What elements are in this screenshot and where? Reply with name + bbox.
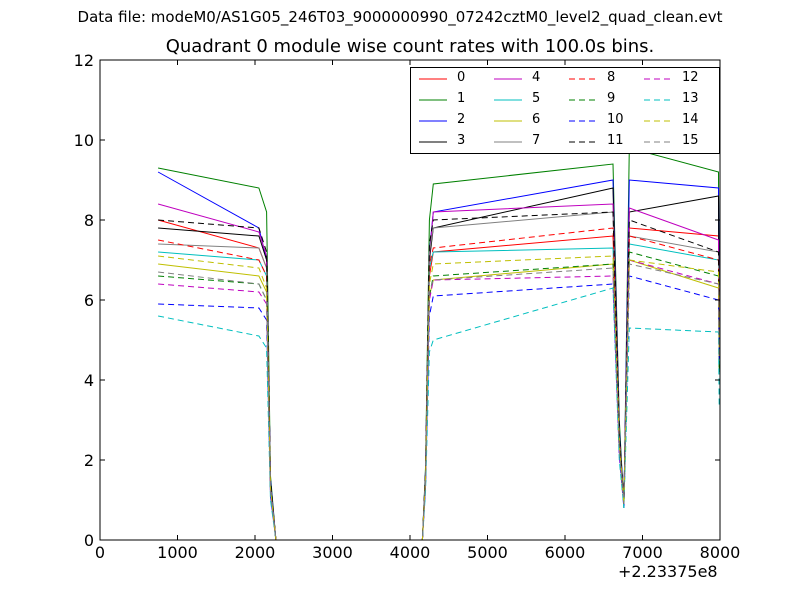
y-tick-label: 10 — [74, 131, 94, 150]
series-line-11 — [158, 211, 720, 541]
legend-label: 4 — [532, 70, 541, 85]
legend-swatch — [569, 141, 597, 143]
series-line-15 — [158, 263, 720, 541]
legend: 0 1 2 3 4 5 6 7 8 9 10 11 12 13 14 15 — [410, 67, 720, 154]
tick-layer: 0 1000 2000 3000 4000 5000 6000 7000 80000246810… — [74, 51, 741, 562]
y-tick-label: 12 — [74, 51, 94, 70]
series-line-5 — [158, 243, 720, 541]
series-line-12 — [158, 259, 720, 541]
legend-label: 3 — [457, 133, 466, 148]
legend-swatch — [419, 99, 447, 101]
legend-swatch — [494, 78, 522, 80]
legend-label: 2 — [457, 112, 466, 127]
legend-label: 11 — [607, 133, 624, 148]
legend-swatch — [494, 99, 522, 101]
series-line-7 — [158, 211, 720, 541]
series-layer — [157, 147, 720, 541]
y-tick-label: 0 — [84, 531, 94, 550]
legend-label: 15 — [682, 133, 699, 148]
legend-label: 12 — [682, 70, 699, 85]
x-tick-label: 8000 — [700, 543, 741, 562]
y-tick-label: 6 — [84, 291, 94, 310]
series-line-6 — [158, 259, 720, 541]
x-tick-label: 7000 — [622, 543, 663, 562]
legend-label: 0 — [457, 70, 466, 85]
y-tick-label: 2 — [84, 451, 94, 470]
legend-swatch — [644, 99, 672, 101]
x-offset-label: +2.23375e8 — [618, 562, 718, 581]
legend-label: 5 — [532, 91, 541, 106]
series-line-1 — [158, 147, 720, 541]
series-line-13 — [158, 287, 720, 541]
x-tick-label: 4000 — [390, 543, 431, 562]
legend-label: 8 — [607, 70, 616, 85]
legend-swatch — [644, 120, 672, 122]
legend-swatch — [569, 99, 597, 101]
legend-swatch — [569, 78, 597, 80]
data-file-suptitle: Data file: modeM0/AS1G05_246T03_90000009… — [77, 8, 723, 26]
legend-swatch — [644, 141, 672, 143]
legend-swatch — [419, 141, 447, 143]
legend-label: 13 — [682, 91, 699, 106]
legend-label: 6 — [532, 112, 541, 127]
legend-swatch — [419, 120, 447, 122]
x-tick-label: 1000 — [157, 543, 198, 562]
legend-label: 1 — [457, 91, 466, 106]
legend-swatch — [569, 120, 597, 122]
x-tick-label: 0 — [95, 543, 105, 562]
legend-label: 10 — [607, 112, 624, 127]
y-tick-label: 4 — [84, 371, 94, 390]
series-line-8 — [158, 227, 720, 541]
series-line-4 — [157, 203, 720, 541]
legend-swatch — [419, 78, 447, 80]
legend-swatch — [644, 78, 672, 80]
chart-title: Quadrant 0 module wise count rates with … — [165, 36, 655, 57]
legend-swatch — [494, 120, 522, 122]
series-line-10 — [158, 275, 720, 541]
legend-label: 7 — [532, 133, 541, 148]
x-tick-label: 2000 — [235, 543, 276, 562]
legend-label: 9 — [607, 91, 616, 106]
legend-swatch — [494, 141, 522, 143]
x-tick-label: 3000 — [312, 543, 353, 562]
series-line-3 — [158, 187, 720, 541]
series-line-14 — [158, 255, 720, 541]
legend-label: 14 — [682, 112, 699, 127]
y-tick-label: 8 — [84, 211, 94, 230]
x-tick-label: 5000 — [467, 543, 508, 562]
x-tick-label: 6000 — [545, 543, 586, 562]
series-line-0 — [157, 219, 720, 541]
